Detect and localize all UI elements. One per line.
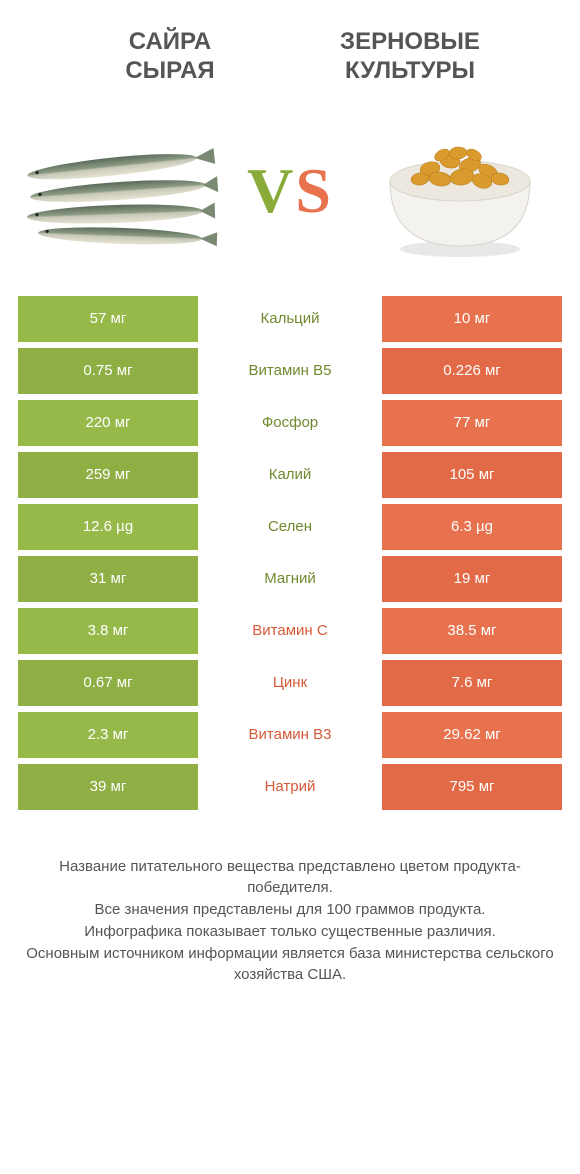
table-row: 39 мгНатрий795 мг: [18, 764, 562, 810]
value-right: 7.6 мг: [382, 660, 562, 706]
table-row: 57 мгКальций10 мг: [18, 296, 562, 342]
value-right: 29.62 мг: [382, 712, 562, 758]
table-row: 220 мгФосфор77 мг: [18, 400, 562, 446]
hero-row: VS: [0, 86, 580, 296]
value-right: 19 мг: [382, 556, 562, 602]
footer-line: Основным источником информации является …: [24, 943, 556, 987]
value-left: 220 мг: [18, 400, 198, 446]
value-left: 12.6 µg: [18, 504, 198, 550]
nutrient-label: Калий: [198, 452, 382, 498]
footer-line: Название питательного вещества представл…: [24, 856, 556, 900]
nutrient-label: Витамин B3: [198, 712, 382, 758]
nutrient-label: Натрий: [198, 764, 382, 810]
value-left: 2.3 мг: [18, 712, 198, 758]
fish-image: [20, 116, 220, 266]
nutrient-label: Витамин B5: [198, 348, 382, 394]
table-row: 12.6 µgСелен6.3 µg: [18, 504, 562, 550]
vs-label: VS: [247, 154, 333, 228]
value-right: 38.5 мг: [382, 608, 562, 654]
table-row: 0.67 мгЦинк7.6 мг: [18, 660, 562, 706]
vs-v: V: [247, 154, 295, 228]
value-right: 10 мг: [382, 296, 562, 342]
footer-line: Инфографика показывает только существенн…: [24, 921, 556, 943]
nutrient-label: Селен: [198, 504, 382, 550]
fish-icon: [20, 126, 220, 256]
nutrient-label: Фосфор: [198, 400, 382, 446]
value-left: 0.75 мг: [18, 348, 198, 394]
value-right: 0.226 мг: [382, 348, 562, 394]
value-right: 105 мг: [382, 452, 562, 498]
table-row: 3.8 мгВитамин C38.5 мг: [18, 608, 562, 654]
value-left: 3.8 мг: [18, 608, 198, 654]
value-left: 0.67 мг: [18, 660, 198, 706]
title-right: ЗЕРНОВЫЕ КУЛЬТУРЫ: [290, 28, 530, 86]
table-row: 259 мгКалий105 мг: [18, 452, 562, 498]
table-row: 31 мгМагний19 мг: [18, 556, 562, 602]
nutrient-label: Витамин C: [198, 608, 382, 654]
cereal-image: [360, 116, 560, 266]
footer-notes: Название питательного вещества представл…: [0, 816, 580, 987]
value-right: 77 мг: [382, 400, 562, 446]
value-left: 57 мг: [18, 296, 198, 342]
table-row: 0.75 мгВитамин B50.226 мг: [18, 348, 562, 394]
nutrient-label: Цинк: [198, 660, 382, 706]
cereal-bowl-icon: [370, 121, 550, 261]
value-right: 6.3 µg: [382, 504, 562, 550]
comparison-table: 57 мгКальций10 мг 0.75 мгВитамин B50.226 …: [0, 296, 580, 810]
footer-line: Все значения представлены для 100 граммо…: [24, 899, 556, 921]
value-left: 39 мг: [18, 764, 198, 810]
header: САЙРА СЫРАЯ ЗЕРНОВЫЕ КУЛЬТУРЫ: [0, 0, 580, 86]
nutrient-label: Магний: [198, 556, 382, 602]
table-row: 2.3 мгВитамин B329.62 мг: [18, 712, 562, 758]
value-left: 259 мг: [18, 452, 198, 498]
nutrient-label: Кальций: [198, 296, 382, 342]
value-right: 795 мг: [382, 764, 562, 810]
vs-s: S: [295, 154, 333, 228]
value-left: 31 мг: [18, 556, 198, 602]
title-left: САЙРА СЫРАЯ: [50, 28, 290, 86]
